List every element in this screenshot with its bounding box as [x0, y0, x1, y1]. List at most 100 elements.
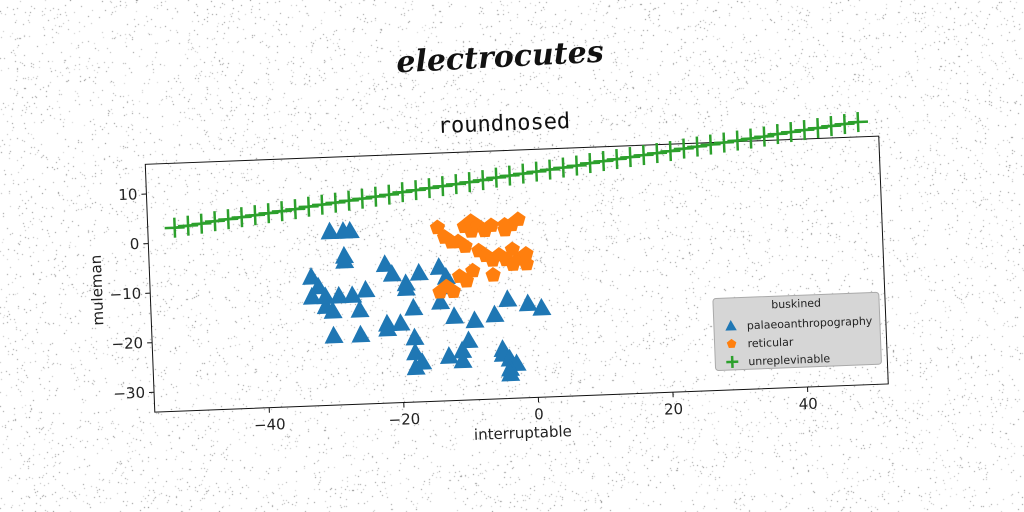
legend-item: reticular [726, 336, 794, 351]
data-point [553, 157, 574, 178]
x-tick-label: −40 [254, 415, 286, 434]
legend-label: unreplevinable [748, 352, 831, 368]
data-point [396, 278, 416, 297]
data-point [382, 263, 402, 282]
legend-marker [726, 355, 739, 368]
data-point [191, 213, 212, 234]
data-point [352, 188, 373, 209]
data-point [510, 211, 526, 227]
data-point [404, 297, 424, 316]
data-point [164, 217, 185, 238]
y-axis-ticks: −30 −20 −10 0 10 [109, 185, 155, 403]
data-point [486, 167, 507, 188]
data-point [453, 340, 473, 359]
x-tick-label: 0 [534, 405, 544, 423]
series-unreplevinable [164, 111, 869, 238]
data-point [312, 194, 333, 215]
legend: buskined palaeoanthropography reticularun… [712, 291, 882, 371]
data-point [497, 216, 513, 232]
legend-label: reticular [747, 336, 794, 351]
legend-marker [726, 338, 737, 349]
data-point [673, 138, 694, 159]
x-tick-label: 20 [664, 400, 684, 419]
y-tick-label: 10 [118, 185, 138, 204]
data-point [379, 184, 400, 205]
legend-title: buskined [771, 296, 821, 311]
data-point [472, 170, 493, 191]
series-reticular [429, 211, 534, 299]
data-point [351, 324, 371, 343]
data-point [432, 283, 448, 299]
data-point [727, 130, 748, 151]
data-point [518, 293, 538, 312]
data-point [740, 128, 761, 149]
data-point [445, 174, 467, 195]
data-point [499, 165, 520, 186]
data-point [356, 279, 376, 298]
data-point [431, 291, 451, 310]
data-point [445, 283, 461, 299]
data-point [633, 145, 654, 166]
data-point [453, 350, 473, 369]
data-point [754, 126, 775, 147]
data-point [465, 262, 481, 278]
data-point [329, 285, 349, 304]
data-point [271, 201, 292, 222]
data-point [405, 180, 426, 201]
data-point [392, 182, 413, 203]
data-point [285, 199, 306, 220]
data-point [807, 118, 828, 139]
data-point [458, 273, 474, 288]
data-point [231, 207, 252, 228]
y-tick-label: −20 [111, 334, 143, 353]
data-point [405, 327, 425, 346]
x-axis-label: interruptable [474, 422, 572, 444]
plot-area-frame [144, 135, 889, 413]
data-point [485, 304, 505, 323]
data-point [713, 132, 735, 153]
data-point [847, 111, 869, 133]
data-point [620, 147, 641, 168]
data-point [501, 363, 521, 382]
data-point [338, 190, 359, 211]
data-point [504, 241, 520, 257]
data-point [178, 215, 199, 236]
data-point [316, 286, 336, 305]
data-point [526, 161, 547, 182]
legend-label: palaeoanthropography [747, 314, 873, 332]
data-point [324, 325, 344, 344]
data-point [660, 141, 681, 162]
data-point [794, 120, 815, 141]
data-point [409, 262, 429, 281]
data-point [457, 238, 473, 253]
data-point [391, 313, 411, 332]
data-point [539, 159, 560, 180]
data-point [532, 297, 552, 316]
legend-item: palaeoanthropography [725, 314, 873, 332]
y-tick-label: −30 [113, 384, 145, 403]
data-point [429, 219, 446, 235]
data-point [834, 113, 855, 135]
data-point [767, 124, 788, 145]
data-point [436, 266, 456, 285]
data-point [204, 211, 225, 232]
data-point [298, 196, 319, 217]
data-point [302, 286, 322, 305]
data-point [343, 285, 363, 304]
data-point [518, 245, 534, 261]
data-point [406, 357, 426, 376]
data-point [606, 149, 627, 170]
data-point [465, 310, 485, 329]
x-axis-ticks: −40 −20 0 20 40 [254, 387, 818, 434]
data-point [498, 289, 518, 308]
data-point [419, 178, 440, 199]
data-point [432, 176, 453, 197]
series-palaeoanthropography [302, 220, 552, 382]
data-point [579, 153, 601, 174]
data-point [646, 143, 668, 164]
data-point [258, 203, 279, 224]
data-point [245, 205, 266, 226]
data-point [439, 346, 459, 364]
chart-title: roundnosed [437, 109, 570, 139]
